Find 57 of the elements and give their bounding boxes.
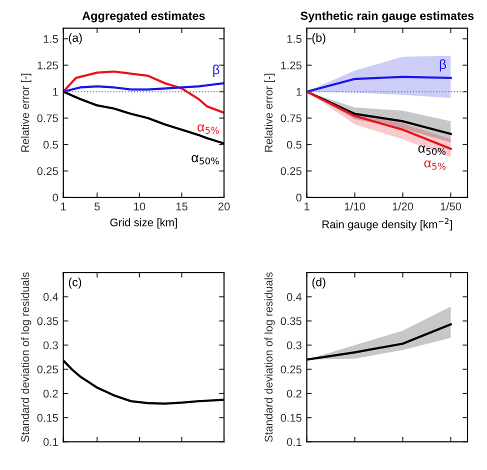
y-tick-label: 0.5 (286, 140, 302, 149)
y-tick-label: 0.4 (43, 293, 58, 301)
line-series (306, 76, 452, 93)
y-tick-label: 0.2 (286, 390, 302, 398)
series-label: α$_{50%}$ (192, 155, 219, 164)
x-tick-label: 1 (61, 202, 66, 210)
chart-title: Aggregated estimates (82, 11, 205, 22)
x-axis-title: Grid size [km] (110, 218, 177, 229)
y-tick-label: 0.25 (37, 167, 58, 176)
y-tick-label: 0.25 (280, 366, 302, 374)
annotation: (d) (312, 278, 326, 289)
y-tick-label: 0.25 (37, 366, 58, 374)
y-axis-title: Relative error [-] (264, 74, 275, 152)
y-tick-label: 0 (52, 194, 58, 202)
y-tick-label: 1 (296, 88, 302, 96)
y-tick-label: 0.75 (280, 114, 302, 122)
y-tick-label: 1 (53, 88, 58, 96)
y-tick-label: 1.5 (44, 35, 58, 43)
x-tick-label: 1/20 (392, 202, 414, 210)
y-tick-label: 1.25 (38, 61, 58, 70)
x-tick-label: 15 (176, 202, 188, 210)
series-label: β (440, 59, 446, 72)
y-tick-label: 0.75 (37, 114, 58, 122)
y-tick-label: 0.35 (37, 317, 58, 326)
y-tick-label: 0.3 (43, 341, 58, 350)
y-tick-label: 0.1 (286, 438, 302, 446)
line-series (63, 82, 224, 93)
y-axis-title: Relative error [-] (20, 74, 32, 152)
series-label: α$_{5%}$ (424, 160, 446, 170)
y-axis-title: Standard deviation of log residuals (264, 272, 275, 442)
x-tick-label: 10 (134, 202, 146, 210)
series-label: α$_{5%}$ (198, 124, 219, 134)
y-tick-label: 0.1 (43, 438, 58, 446)
x-tick-label: 5 (94, 202, 100, 210)
y-tick-label: 0 (296, 194, 302, 202)
series-label: α$_{50%}$ (418, 146, 446, 155)
y-tick-label: 0.2 (43, 390, 58, 398)
y-tick-label: 1.5 (287, 35, 302, 43)
y-tick-label: 0.4 (286, 293, 302, 301)
x-axis-title: Rain gauge density [km$^{−2}$] (322, 218, 452, 231)
annotation: (b) (312, 33, 326, 44)
chart-title: Synthetic rain gauge estimates (300, 11, 474, 22)
x-tick-label: 1 (304, 202, 310, 210)
y-tick-label: 0.35 (280, 317, 302, 326)
annotation: (a) (68, 33, 82, 44)
x-tick-label: 1/50 (440, 202, 462, 210)
y-tick-label: 0.25 (280, 167, 302, 176)
y-tick-label: 1.25 (281, 61, 302, 70)
y-tick-label: 0.15 (280, 414, 302, 422)
x-tick-label: 1/10 (344, 202, 366, 210)
y-tick-label: 0.3 (286, 341, 302, 350)
y-tick-label: 0.15 (37, 414, 58, 422)
y-axis-title: Standard deviation of log residuals (20, 272, 32, 442)
x-tick-label: 20 (218, 202, 230, 210)
series-label: β (213, 64, 220, 77)
y-tick-label: 0.5 (43, 140, 58, 149)
annotation: (c) (68, 278, 82, 289)
